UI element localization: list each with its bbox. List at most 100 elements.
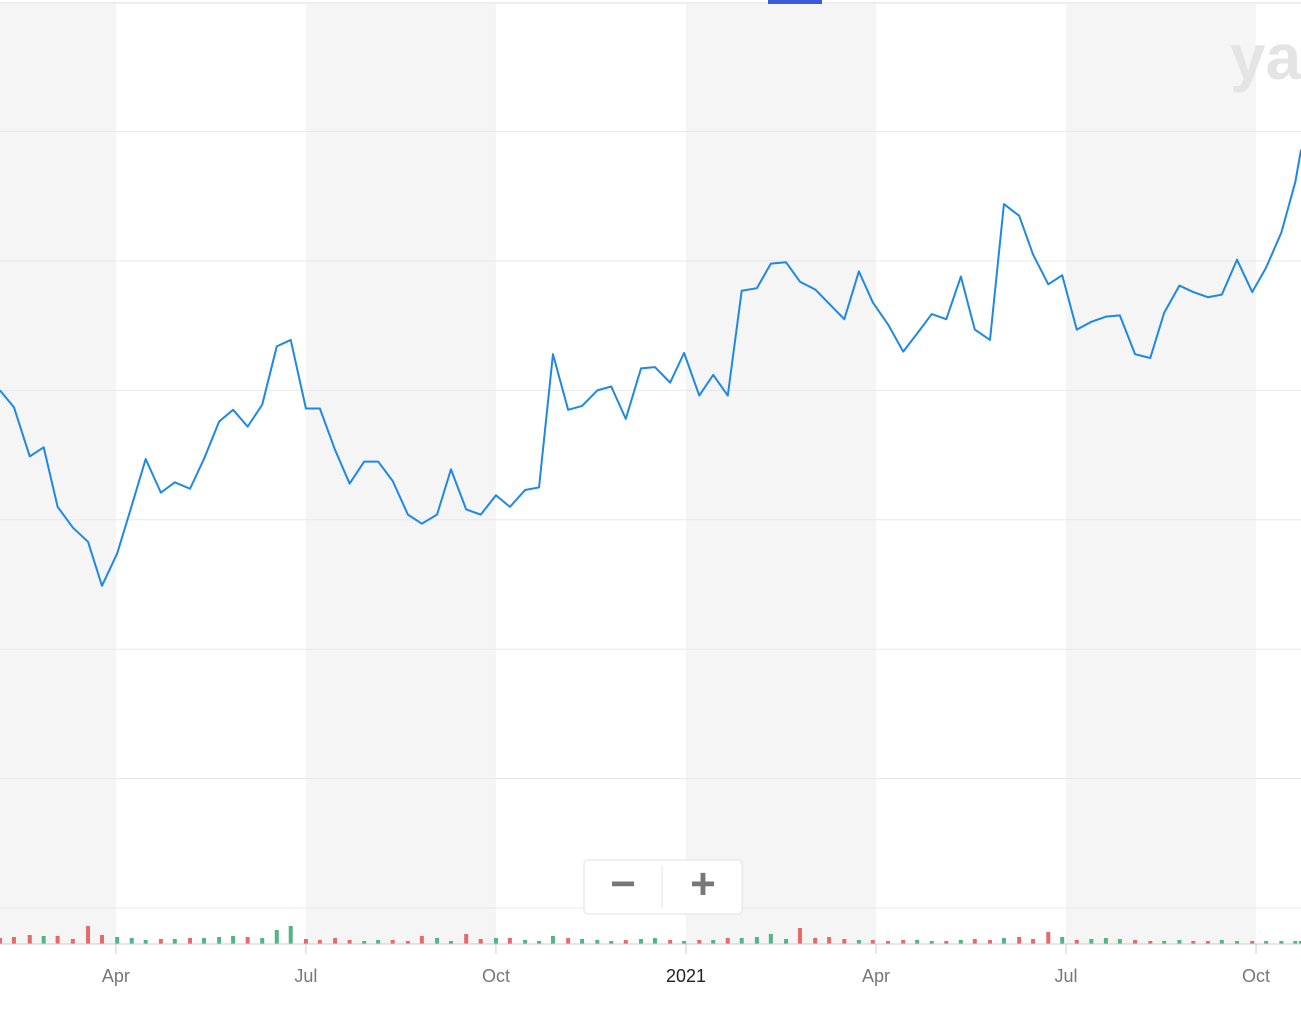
volume-bar [333, 938, 338, 944]
plot [0, 149, 1301, 587]
volume-bar [523, 940, 528, 944]
x-tick-label: Apr [102, 966, 130, 986]
volume-bar [1031, 939, 1036, 944]
volume-bar [1162, 941, 1167, 944]
volume-bar [27, 935, 32, 944]
volume-bar [944, 941, 949, 944]
volume-bar [507, 938, 512, 944]
volume-bar [595, 940, 600, 944]
volume-bar [158, 939, 163, 944]
volume-bar [813, 938, 818, 944]
volume-bar [11, 937, 16, 944]
volume-bar [1279, 941, 1284, 944]
volume-bar [697, 940, 702, 944]
volume-bar [217, 937, 222, 944]
watermark: ya [1230, 21, 1301, 93]
volume-bar [143, 940, 148, 944]
volume-bar [797, 928, 802, 944]
volume-bar [623, 940, 628, 944]
tab-indicator [768, 0, 822, 4]
volume-bar [362, 941, 367, 944]
volume-bar [1133, 940, 1138, 944]
zoom-in[interactable]: + [690, 860, 716, 909]
band [0, 4, 116, 944]
volume-bar [1293, 941, 1298, 944]
volume-bar [464, 934, 469, 944]
volume-bar [1191, 941, 1196, 944]
volume-bar [784, 939, 789, 944]
volume-bar [274, 930, 279, 944]
x-axis: Apr Jul Oct 2021 Apr Jul Oct [0, 943, 1301, 986]
volume-bar [1148, 941, 1153, 944]
volume-bar [739, 938, 744, 944]
zoom-controls: − + [583, 859, 743, 915]
volume-bar [1089, 939, 1094, 944]
volume-bar [1177, 940, 1182, 944]
volume-bar [856, 940, 861, 944]
volume-bar [172, 939, 177, 944]
volume-bar [566, 938, 571, 944]
x-tick-label: Jul [1055, 966, 1078, 986]
volume-bar [405, 941, 410, 944]
volume-bar [0, 938, 2, 944]
volume-bar [652, 938, 657, 944]
volume-bar [188, 938, 193, 944]
volume-bar [448, 941, 453, 944]
volume-bar [1250, 941, 1255, 944]
volume-bar [580, 939, 585, 944]
volume-bar [537, 941, 542, 944]
volume-bar [1017, 937, 1022, 944]
volume-bar [842, 939, 847, 944]
volume-bar [1001, 938, 1006, 944]
volume-bar [245, 937, 250, 944]
volume-bar [376, 940, 381, 944]
volume-bar [988, 940, 993, 944]
volume-bar [347, 940, 352, 944]
volume-bar [929, 941, 934, 944]
volume-bar [419, 936, 424, 944]
x-tick-label: Oct [1242, 966, 1270, 986]
zoom-out[interactable]: − [610, 860, 636, 909]
volume-bar [1060, 937, 1065, 944]
volume-bar [55, 936, 60, 944]
volume-bar [129, 938, 134, 944]
volume-bar [1219, 940, 1224, 944]
volume-bar [609, 941, 614, 944]
volume-bar [317, 940, 322, 944]
volume-bar [915, 940, 920, 944]
volume-bar [493, 938, 498, 944]
bands [0, 4, 1257, 944]
volume-bar [41, 936, 46, 944]
grid [0, 131, 1301, 909]
volume-bar [260, 938, 265, 944]
x-tick-label: Apr [862, 966, 890, 986]
volume-bar [231, 936, 236, 944]
band [305, 4, 496, 944]
volume-bar [901, 940, 906, 944]
volume-bar [638, 939, 643, 944]
volume-bar [86, 926, 91, 944]
volume-bar [711, 940, 716, 944]
volume [0, 926, 1301, 944]
volume-bar [1205, 941, 1210, 944]
volume-bar [1299, 941, 1301, 944]
volume-bar [754, 937, 759, 944]
volume-bar [886, 941, 891, 944]
x-tick-label: 2021 [666, 966, 706, 986]
price-line [0, 149, 1301, 587]
volume-bar [958, 940, 963, 944]
volume-bar [682, 941, 687, 944]
volume-bar [668, 940, 673, 944]
x-tick-label: Jul [294, 966, 317, 986]
zoom-box [583, 859, 743, 915]
x-tick-label: Oct [482, 966, 510, 986]
volume-bar [1046, 932, 1051, 944]
volume-bar [870, 940, 875, 944]
volume-bar [478, 939, 483, 944]
volume-bar [288, 926, 293, 944]
volume-bar [303, 939, 308, 944]
volume-bar [70, 939, 75, 944]
volume-bar [201, 938, 206, 944]
volume-bar [1074, 940, 1079, 944]
